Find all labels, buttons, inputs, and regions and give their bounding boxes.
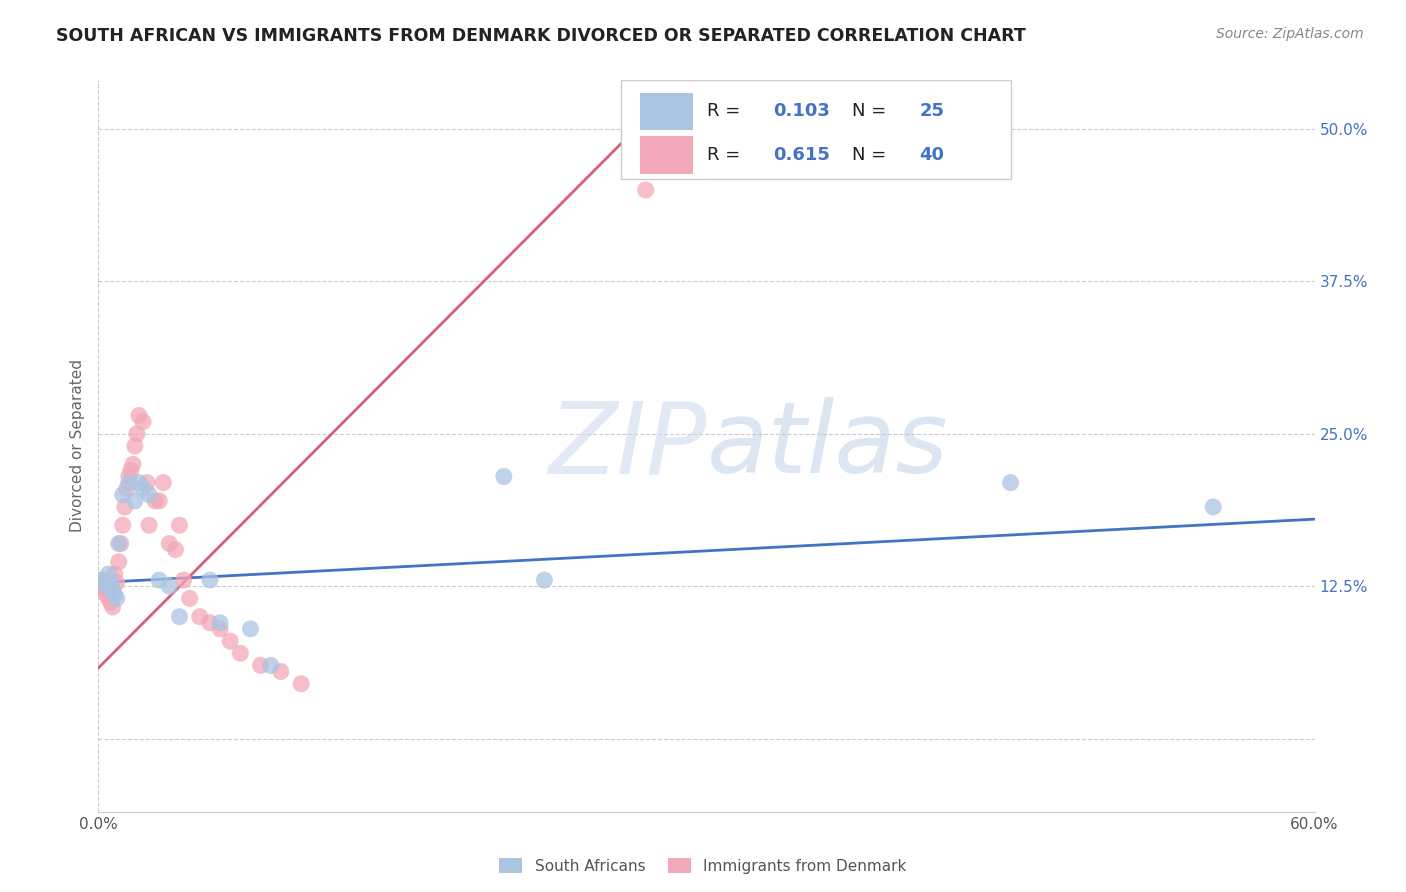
Point xyxy=(492,469,515,483)
Legend: South Africans, Immigrants from Denmark: South Africans, Immigrants from Denmark xyxy=(494,852,912,880)
Y-axis label: Divorced or Separated: Divorced or Separated xyxy=(69,359,84,533)
Point xyxy=(114,500,136,514)
Point xyxy=(169,518,191,533)
Point xyxy=(97,567,120,582)
Point xyxy=(110,536,132,550)
Point xyxy=(122,457,145,471)
Point xyxy=(111,518,134,533)
Text: R =: R = xyxy=(707,146,745,164)
Point xyxy=(93,582,115,597)
Point xyxy=(101,582,124,597)
Point xyxy=(125,426,148,441)
Point xyxy=(124,494,146,508)
Text: N =: N = xyxy=(852,146,893,164)
Point xyxy=(124,439,146,453)
Point xyxy=(138,518,160,533)
Point xyxy=(96,579,118,593)
Point xyxy=(270,665,292,679)
Point xyxy=(111,488,134,502)
Point xyxy=(107,536,129,550)
Text: Source: ZipAtlas.com: Source: ZipAtlas.com xyxy=(1216,27,1364,41)
Point xyxy=(634,183,657,197)
Point xyxy=(115,482,138,496)
Point xyxy=(148,573,170,587)
Point xyxy=(128,475,150,490)
Text: ZIP: ZIP xyxy=(548,398,707,494)
Point xyxy=(249,658,271,673)
Point xyxy=(120,463,142,477)
Point xyxy=(97,591,120,606)
Point xyxy=(173,573,195,587)
Point xyxy=(1202,500,1225,514)
Point xyxy=(290,676,312,690)
Text: 0.615: 0.615 xyxy=(773,146,831,164)
Point xyxy=(96,588,118,602)
Point xyxy=(91,573,114,587)
Point xyxy=(239,622,262,636)
Point xyxy=(128,409,150,423)
Point xyxy=(138,488,160,502)
Point xyxy=(107,555,129,569)
Point xyxy=(209,622,232,636)
Point xyxy=(104,567,127,582)
Point xyxy=(91,579,114,593)
Point xyxy=(219,634,242,648)
Point xyxy=(229,646,252,660)
Point xyxy=(165,542,187,557)
FancyBboxPatch shape xyxy=(640,136,693,174)
Point xyxy=(104,588,127,602)
Point xyxy=(143,494,166,508)
Point xyxy=(105,591,128,606)
Point xyxy=(533,573,555,587)
Point xyxy=(100,575,122,590)
Point xyxy=(100,595,122,609)
Point xyxy=(89,573,111,587)
Point xyxy=(148,494,170,508)
Point xyxy=(198,615,221,630)
FancyBboxPatch shape xyxy=(640,93,693,130)
Text: 0.103: 0.103 xyxy=(773,103,831,120)
Text: R =: R = xyxy=(707,103,745,120)
Point xyxy=(188,609,211,624)
Text: SOUTH AFRICAN VS IMMIGRANTS FROM DENMARK DIVORCED OR SEPARATED CORRELATION CHART: SOUTH AFRICAN VS IMMIGRANTS FROM DENMARK… xyxy=(56,27,1026,45)
Point xyxy=(198,573,221,587)
Point xyxy=(105,575,128,590)
Point xyxy=(101,599,124,614)
Point xyxy=(169,609,191,624)
Point xyxy=(118,475,141,490)
Point xyxy=(209,615,232,630)
Point xyxy=(157,536,180,550)
Point xyxy=(136,475,159,490)
Point xyxy=(118,469,141,483)
Text: atlas: atlas xyxy=(707,398,948,494)
Text: 40: 40 xyxy=(920,146,945,164)
Point xyxy=(132,415,155,429)
Text: 25: 25 xyxy=(920,103,945,120)
FancyBboxPatch shape xyxy=(621,80,1011,179)
Point xyxy=(132,482,155,496)
Text: N =: N = xyxy=(852,103,893,120)
Point xyxy=(157,579,180,593)
Point xyxy=(152,475,174,490)
Point xyxy=(1000,475,1022,490)
Point xyxy=(260,658,283,673)
Point xyxy=(179,591,201,606)
